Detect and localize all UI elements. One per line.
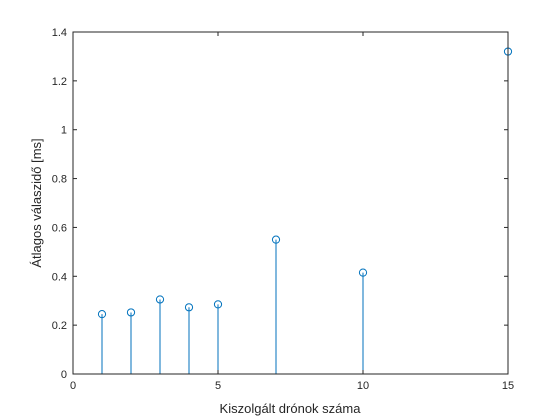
stem-marker [184, 303, 194, 312]
y-tick-label: 0 [61, 369, 67, 381]
stem-marker [97, 310, 107, 319]
stem-marker [271, 235, 281, 244]
y-tick-label: 0.8 [52, 174, 67, 186]
y-axis-ticks: 0 0.2 0.4 0.6 0.8 1 1.2 1.4 [52, 27, 508, 381]
x-axis-ticks: 0 5 10 15 [70, 32, 514, 392]
stem-marker [358, 268, 368, 277]
stem-marker [213, 300, 223, 309]
y-tick-label: 0.2 [52, 320, 67, 332]
y-tick-label: 0.4 [52, 271, 67, 283]
stem-marker [155, 295, 165, 304]
y-tick-label: 1 [61, 125, 67, 137]
plot-area [73, 32, 508, 374]
axes-box [72, 31, 509, 375]
x-tick-label: 15 [502, 380, 514, 392]
x-tick-label: 5 [215, 380, 221, 392]
y-tick-label: 0.6 [52, 222, 67, 234]
y-tick-label: 1.4 [52, 27, 67, 39]
x-tick-label: 10 [357, 380, 369, 392]
y-tick-label: 1.2 [52, 76, 67, 88]
stem-marker [126, 308, 136, 317]
x-tick-label: 0 [70, 380, 76, 392]
axes [72, 31, 509, 375]
x-axis-label: Kiszolgált drónok száma [220, 401, 362, 416]
y-axis-label: Átlagos válaszidő [ms] [29, 138, 44, 267]
